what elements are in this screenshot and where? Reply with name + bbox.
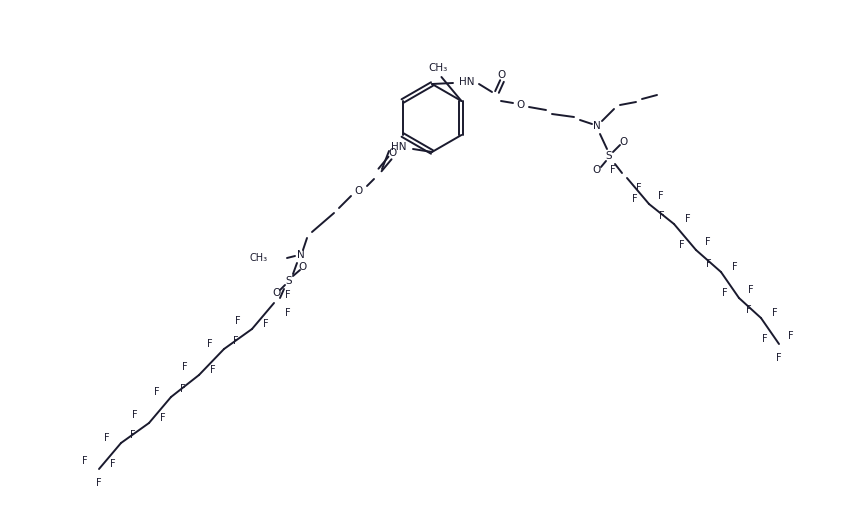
Text: F: F — [706, 259, 711, 269]
Text: F: F — [776, 353, 782, 363]
Text: F: F — [706, 237, 711, 247]
Text: F: F — [130, 430, 136, 440]
Text: O: O — [355, 186, 363, 196]
Text: F: F — [762, 334, 767, 344]
Text: CH₃: CH₃ — [250, 253, 268, 263]
Text: N: N — [297, 250, 305, 260]
Text: F: F — [788, 331, 794, 341]
Text: O: O — [593, 165, 601, 175]
Text: F: F — [233, 336, 239, 346]
Text: F: F — [104, 433, 110, 443]
Text: F: F — [746, 305, 752, 315]
Text: F: F — [633, 194, 638, 204]
Text: F: F — [82, 456, 87, 466]
Text: F: F — [263, 319, 269, 329]
Text: F: F — [732, 262, 738, 272]
Text: F: F — [685, 214, 691, 224]
Text: F: F — [773, 308, 778, 318]
Text: F: F — [285, 308, 291, 318]
Text: F: F — [679, 240, 685, 250]
Text: F: F — [155, 387, 160, 397]
Text: F: F — [160, 413, 166, 423]
Text: O: O — [498, 70, 506, 80]
Text: F: F — [110, 459, 115, 469]
Text: O: O — [620, 137, 628, 147]
Text: F: F — [207, 339, 213, 349]
Text: S: S — [605, 151, 612, 161]
Text: F: F — [96, 478, 102, 488]
Text: F: F — [285, 290, 291, 300]
Text: F: F — [180, 384, 186, 394]
Text: F: F — [211, 365, 216, 375]
Text: F: F — [183, 362, 188, 372]
Text: F: F — [610, 165, 616, 175]
Text: HN: HN — [391, 142, 407, 152]
Text: O: O — [299, 262, 307, 272]
Text: CH₃: CH₃ — [429, 63, 448, 73]
Text: O: O — [389, 148, 397, 158]
Text: F: F — [636, 183, 642, 193]
Text: O: O — [273, 288, 281, 298]
Text: F: F — [235, 316, 241, 326]
Text: S: S — [285, 276, 292, 286]
Text: HN: HN — [459, 77, 475, 87]
Text: F: F — [659, 211, 665, 221]
Text: N: N — [593, 121, 601, 131]
Text: F: F — [658, 191, 664, 201]
Text: F: F — [132, 410, 138, 420]
Text: O: O — [517, 100, 526, 110]
Text: F: F — [748, 285, 754, 295]
Text: F: F — [722, 288, 728, 298]
